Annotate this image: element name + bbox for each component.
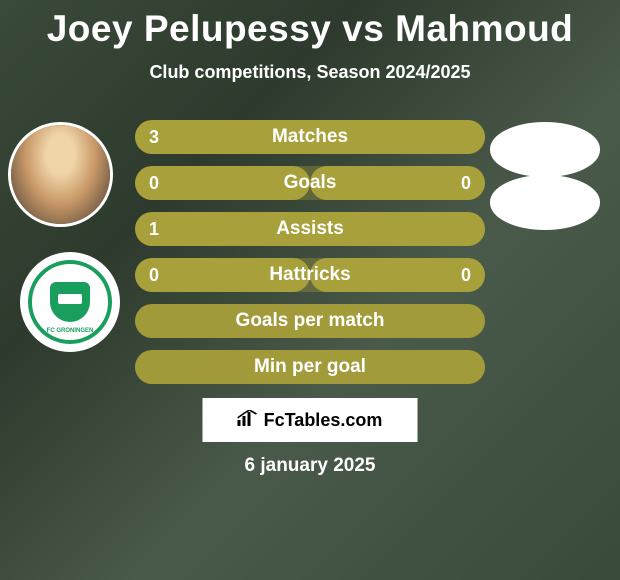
date-label: 6 january 2025 [0,455,620,477]
stat-row: 00Goals [135,166,485,200]
player-right-club-placeholder [490,175,600,230]
stat-label: Goals per match [135,304,485,338]
stat-row: 00Hattricks [135,258,485,292]
player-left-club-logo: FC GRONINGEN [20,252,120,352]
stat-label: Matches [135,120,485,154]
stat-label: Min per goal [135,350,485,384]
stat-row: 3Matches [135,120,485,154]
player-right-avatar-placeholder [490,122,600,177]
stat-row: 1Assists [135,212,485,246]
player-left-avatar [8,122,113,227]
stat-row: Goals per match [135,304,485,338]
comparison-subtitle: Club competitions, Season 2024/2025 [0,62,620,83]
brand-text: FcTables.com [264,410,383,431]
chart-icon [238,410,258,431]
stat-label: Goals [135,166,485,200]
stat-row: Min per goal [135,350,485,384]
stats-container: 3Matches 00Goals 1Assists 00Hattricks Goals … [135,120,485,396]
stat-label: Assists [135,212,485,246]
stat-label: Hattricks [135,258,485,292]
brand-box[interactable]: FcTables.com [203,398,418,442]
comparison-title: Joey Pelupessy vs Mahmoud [0,0,620,50]
player-left-avatar-img [11,125,110,224]
club-logo-text: FC GRONINGEN [47,328,94,334]
